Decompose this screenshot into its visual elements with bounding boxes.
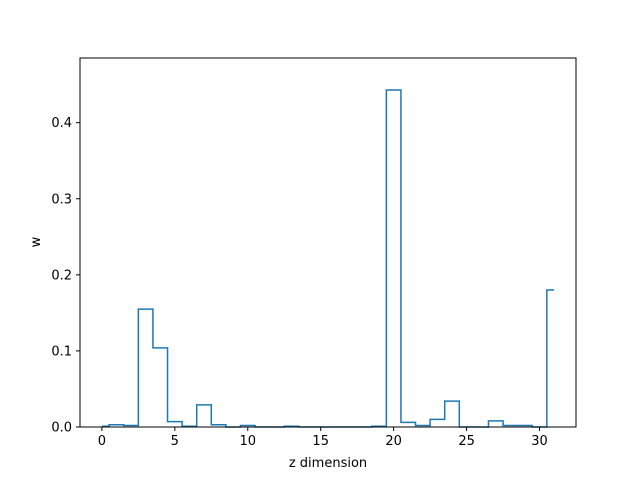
x-tick-label: 5 — [171, 434, 179, 449]
axes-frame — [79, 57, 577, 428]
x-tick-label: 30 — [531, 434, 548, 449]
y-tick-label: 0.1 — [51, 344, 72, 359]
x-axis-ticks: 0 5 10 15 20 25 30 — [98, 427, 548, 449]
y-tick-label: 0.2 — [51, 268, 72, 283]
x-tick-label: 20 — [385, 434, 402, 449]
x-tick-label: 25 — [458, 434, 475, 449]
x-tick-label: 0 — [98, 434, 106, 449]
y-axis-ticks: 0.0 0.1 0.2 0.3 0.4 — [51, 116, 80, 436]
x-axis-label: z dimension — [289, 456, 367, 471]
x-tick-label: 10 — [239, 434, 256, 449]
y-tick-label: 0.3 — [51, 192, 72, 207]
x-tick-label: 15 — [312, 434, 329, 449]
y-axis-label: w — [29, 236, 44, 247]
y-tick-label: 0.4 — [51, 116, 72, 131]
plot-area — [79, 57, 577, 428]
y-tick-label: 0.0 — [51, 421, 72, 436]
